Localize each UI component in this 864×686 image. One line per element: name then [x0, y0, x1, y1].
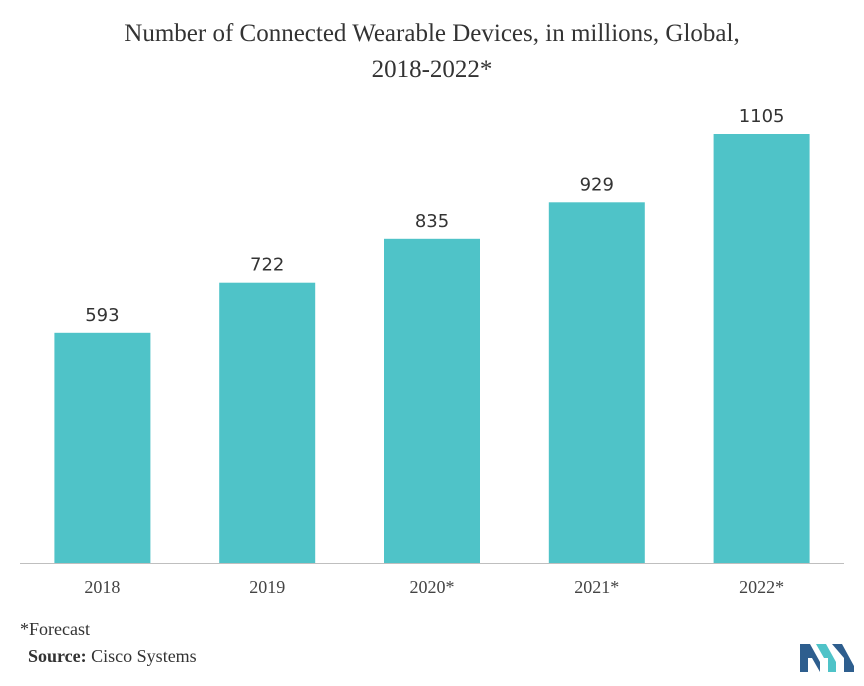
value-label-4: 929 — [580, 174, 614, 195]
company-logo-icon — [800, 644, 854, 672]
x-tick-label-1: 2018 — [84, 577, 120, 597]
bar-4 — [548, 202, 645, 564]
x-tick-label-5: 2022* — [739, 577, 784, 597]
logo-left-stroke — [800, 644, 820, 672]
x-tick-label-2: 2019 — [249, 577, 285, 597]
value-label-2: 722 — [250, 255, 284, 276]
chart-title-line-1: Number of Connected Wearable Devices, in… — [124, 20, 740, 47]
bar-5 — [713, 134, 810, 563]
logo-middle-stroke — [816, 644, 836, 672]
forecast-footnote: *Forecast — [20, 619, 90, 639]
bar-chart: 593 2018 722 2019 835 2020* 929 2021* 1105 2022* — [20, 106, 844, 597]
bar-1 — [54, 332, 151, 563]
x-tick-label-3: 2020* — [410, 577, 455, 597]
chart-title: Number of Connected Wearable Devices, in… — [0, 16, 864, 88]
bar-2 — [219, 282, 316, 563]
source-label: Source: — [28, 646, 87, 666]
value-label-3: 835 — [415, 211, 449, 232]
source-text: Cisco Systems — [91, 646, 197, 666]
chart-title-line-2: 2018-2022* — [371, 56, 493, 83]
source-line: Source: Cisco Systems — [28, 645, 197, 667]
x-tick-label-4: 2021* — [574, 577, 619, 597]
logo-right-stroke — [832, 644, 854, 672]
bar-3 — [384, 238, 480, 564]
value-label-1: 593 — [85, 305, 119, 326]
value-label-5: 1105 — [739, 106, 785, 127]
